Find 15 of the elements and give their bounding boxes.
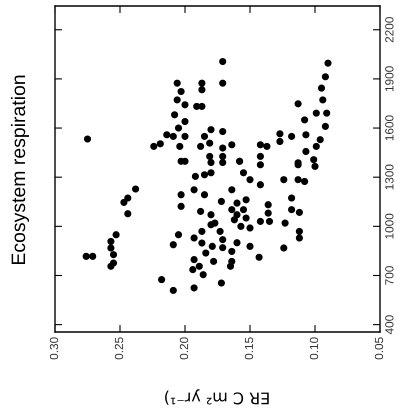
- y-tick-label: 1300: [385, 164, 394, 190]
- y-tick-label: 400: [385, 315, 394, 334]
- x-tick-label: 0.30: [50, 337, 58, 360]
- y-tick-label: 700: [385, 266, 394, 285]
- text: Ecosystem respiration: [10, 76, 30, 264]
- x-tick-label: 0.10: [310, 337, 318, 360]
- x-tick-label: 0.25: [114, 337, 124, 360]
- y-tick-label: 2200: [385, 17, 394, 42]
- y-tick-label: 1000: [385, 214, 394, 239]
- y-tick-label: 1600: [385, 115, 394, 140]
- x-tick-label: 0.15: [244, 337, 254, 360]
- y-tick-label: 1900: [385, 66, 394, 92]
- x-axis-title: ER C m² yr⁻¹): [165, 389, 269, 405]
- x-tick-label: 0.20: [180, 337, 188, 360]
- x-tick-label: 0.05: [374, 337, 384, 360]
